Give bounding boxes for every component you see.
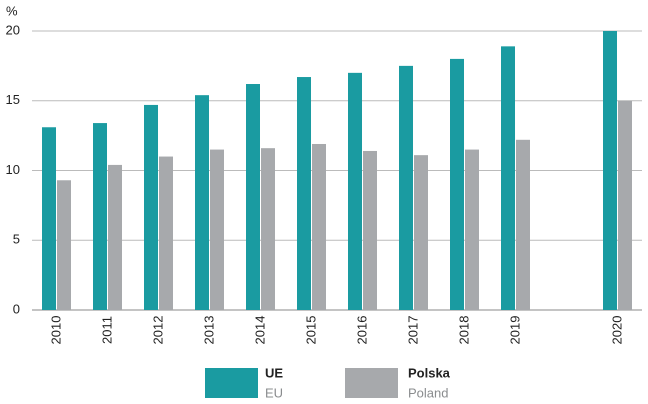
- y-tick-label: 0: [13, 301, 20, 316]
- bar: [312, 143, 326, 310]
- y-tick-label: 20: [6, 22, 20, 37]
- legend-label: Polska: [408, 365, 451, 380]
- x-tick-label: 2019: [507, 316, 522, 345]
- x-tick-label: 2017: [405, 316, 420, 345]
- bar: [363, 150, 377, 310]
- bar: [246, 84, 260, 310]
- legend-sublabel: Poland: [408, 385, 448, 400]
- bar: [261, 148, 275, 310]
- bar: [210, 149, 224, 310]
- bar: [450, 58, 464, 311]
- x-tick-label: 2010: [48, 316, 63, 345]
- x-tick-label: 2016: [354, 316, 369, 345]
- x-tick-label: 2015: [303, 316, 318, 345]
- bar: [516, 139, 530, 310]
- legend-sublabel: EU: [265, 385, 283, 400]
- bar: [144, 104, 158, 310]
- x-tick-label: 2020: [609, 316, 624, 345]
- bar: [414, 155, 428, 310]
- bar: [57, 180, 71, 310]
- x-tick-label: 2013: [201, 316, 216, 345]
- bar: [159, 156, 173, 310]
- legend-label: UE: [265, 365, 283, 380]
- y-tick-label: 10: [6, 162, 20, 177]
- bar: [93, 123, 107, 310]
- x-tick-label: 2018: [456, 316, 471, 345]
- x-tick-label: 2012: [150, 316, 165, 345]
- bar: [297, 77, 311, 310]
- y-tick-label: 15: [6, 92, 20, 107]
- bar: [399, 65, 413, 310]
- x-tick-label: 2011: [99, 316, 114, 344]
- y-axis-label: %: [6, 3, 18, 18]
- bar: [603, 31, 617, 310]
- bar: [108, 164, 122, 310]
- bar: [618, 100, 632, 310]
- y-tick-label: 5: [13, 232, 20, 247]
- x-tick-label: 2014: [252, 316, 267, 345]
- legend-swatch: [345, 368, 398, 398]
- bar: [465, 149, 479, 310]
- bar: [501, 46, 515, 310]
- bar: [195, 95, 209, 310]
- legend-swatch: [205, 368, 258, 398]
- bar: [42, 127, 56, 310]
- bar: [348, 72, 362, 310]
